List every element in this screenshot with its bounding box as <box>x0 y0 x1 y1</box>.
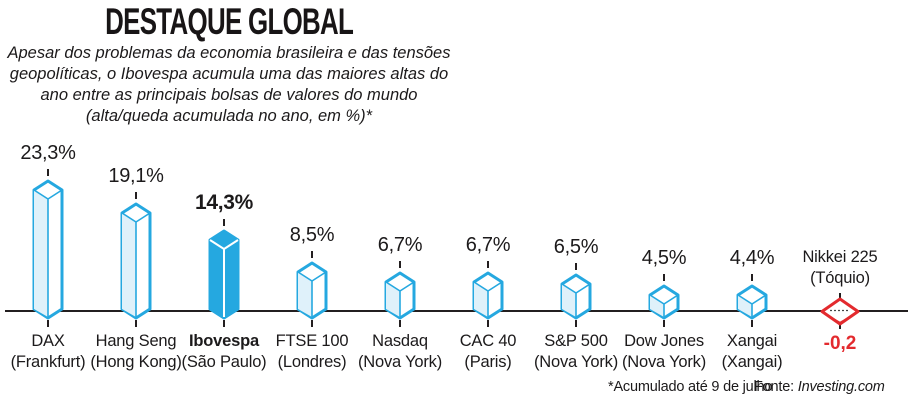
subtitle-line: ano entre as principais bolsas de valore… <box>40 86 418 104</box>
bar-value-label: 19,1% <box>108 165 164 187</box>
source-name: Investing.com <box>797 379 885 395</box>
bar-xangai-left-face <box>738 295 752 317</box>
index-name: FTSE 100 <box>275 332 349 350</box>
index-name: Nasdaq <box>372 332 428 350</box>
bar-ftse-100-left-face <box>298 272 312 317</box>
bar-cac-40-edges <box>473 281 503 317</box>
bar-dow-jones-left-face <box>650 295 664 317</box>
bar-category-label: Dow Jones (Nova York) <box>605 331 723 373</box>
bar-category-label: Ibovespa (São Paulo) <box>165 331 283 373</box>
index-name: S&P 500 <box>544 332 608 350</box>
bar-category-label: FTSE 100 (Londres) <box>253 331 371 373</box>
index-city: (Hong Kong) <box>90 353 182 371</box>
index-name: Ibovespa <box>189 332 259 350</box>
chart-header: DESTAQUE GLOBAL Apesar dos problemas da … <box>0 1 458 127</box>
index-name: Dow Jones <box>624 332 704 350</box>
index-city: (Xangai) <box>721 353 783 371</box>
bar-dax-left-face <box>34 190 48 317</box>
subtitle-line: (alta/queda acumulada no ano, em %)* <box>85 107 373 125</box>
bar-category-label: Nasdaq (Nova York) <box>341 331 459 373</box>
index-city: (Nova York) <box>621 353 706 371</box>
bar-hang-seng-left-face <box>122 213 136 317</box>
bar-value-label: 8,5% <box>289 224 335 246</box>
negative-marker-label: Nikkei 225 (Tóquio) <box>781 247 899 289</box>
bar-cac-40-left-face <box>474 282 488 317</box>
bar-dax-edges <box>33 189 63 317</box>
subtitle-line: Apesar dos problemas da economia brasile… <box>7 44 451 62</box>
bar-value-label: 4,4% <box>729 247 775 269</box>
index-city: (Tóquio) <box>810 269 870 287</box>
index-city: (Nova York) <box>533 353 618 371</box>
index-city: (Londres) <box>277 353 347 371</box>
source-label: Fonte: <box>754 379 798 395</box>
bar-nasdaq-left-face <box>386 282 400 317</box>
bar-value-label: 4,5% <box>641 247 687 269</box>
bar-value-label: 6,5% <box>553 236 599 258</box>
bar-value-label: 14,3% <box>194 191 254 214</box>
subtitle-line: geopolíticas, o Ibovespa acumula uma das… <box>9 65 449 83</box>
negative-marker-rim <box>824 313 856 324</box>
index-name: CAC 40 <box>459 332 517 350</box>
bar-value-label: 6,7% <box>465 234 511 256</box>
index-name: Xangai <box>726 332 778 350</box>
bar-category-label: Xangai (Xangai) <box>693 331 811 373</box>
index-city: (Paris) <box>464 353 512 371</box>
index-city: (Nova York) <box>357 353 442 371</box>
bar-dow-jones-edges <box>649 294 679 317</box>
index-name: Hang Seng <box>95 332 177 350</box>
bar-ftse-100-edges <box>297 271 327 317</box>
chart-title: DESTAQUE GLOBAL <box>104 1 354 42</box>
bar-value-label: 23,3% <box>20 142 76 164</box>
source: Fonte: Investing.com <box>754 379 885 395</box>
bar-xangai-edges <box>737 294 767 317</box>
index-name: DAX <box>31 332 65 350</box>
bar-category-label: Hang Seng (Hong Kong) <box>77 331 195 373</box>
negative-value-label: -0,2 <box>823 333 857 354</box>
bar-category-label: S&P 500 (Nova York) <box>517 331 635 373</box>
index-city: (Frankfurt) <box>10 353 86 371</box>
bar-ibovespa-edges <box>209 239 239 317</box>
bar-value-label: 6,7% <box>377 234 423 256</box>
footnote-text: *Acumulado até 9 de julho <box>608 379 773 395</box>
index-name: Nikkei 225 <box>802 248 878 266</box>
negative-marker-diamond <box>820 297 860 326</box>
bar-s-p-500-left-face <box>562 284 576 317</box>
bar-category-label: CAC 40 (Paris) <box>429 331 547 373</box>
chart-subtitle: Apesar dos problemas da economia brasile… <box>0 43 458 127</box>
footnote: *Acumulado até 9 de julho <box>608 379 772 395</box>
bar-hang-seng-edges <box>121 212 151 317</box>
bar-category-label: DAX (Frankfurt) <box>0 331 107 373</box>
index-city: (São Paulo) <box>181 353 267 371</box>
bar-nasdaq-edges <box>385 281 415 317</box>
bar-s-p-500-edges <box>561 283 591 317</box>
